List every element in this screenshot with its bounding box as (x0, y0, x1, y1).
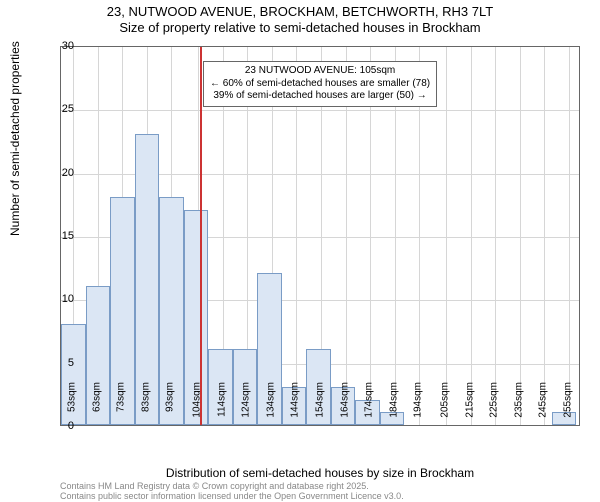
x-tick-label: 245sqm (538, 382, 549, 418)
x-tick-label: 205sqm (440, 382, 451, 418)
gridline-h (61, 110, 579, 111)
y-tick-label: 10 (44, 293, 74, 305)
x-tick-label: 124sqm (241, 382, 252, 418)
callout-line: ← 60% of semi-detached houses are smalle… (210, 78, 430, 91)
y-tick-label: 5 (44, 357, 74, 369)
x-tick-label: 63sqm (91, 382, 102, 412)
x-axis-title: Distribution of semi-detached houses by … (60, 466, 580, 480)
x-tick-label: 144sqm (290, 382, 301, 418)
y-tick-label: 25 (44, 103, 74, 115)
chart-title-block: 23, NUTWOOD AVENUE, BROCKHAM, BETCHWORTH… (0, 0, 600, 37)
x-tick-label: 184sqm (388, 382, 399, 418)
x-tick-label: 73sqm (116, 382, 127, 412)
x-tick-label: 194sqm (413, 382, 424, 418)
gridline-v (446, 47, 447, 425)
y-tick-label: 30 (44, 40, 74, 52)
title-line1: 23, NUTWOOD AVENUE, BROCKHAM, BETCHWORTH… (0, 4, 600, 20)
x-tick-label: 174sqm (364, 382, 375, 418)
y-tick-label: 15 (44, 230, 74, 242)
gridline-v (544, 47, 545, 425)
marker-callout: 23 NUTWOOD AVENUE: 105sqm← 60% of semi-d… (203, 61, 437, 107)
x-tick-label: 53sqm (67, 382, 78, 412)
x-tick-label: 235sqm (513, 382, 524, 418)
callout-line: 23 NUTWOOD AVENUE: 105sqm (210, 65, 430, 78)
footer-attribution: Contains HM Land Registry data © Crown c… (60, 482, 404, 502)
gridline-v (471, 47, 472, 425)
footer-line2: Contains public sector information licen… (60, 492, 404, 502)
x-tick-label: 134sqm (265, 382, 276, 418)
callout-line: 39% of semi-detached houses are larger (… (210, 90, 430, 103)
reference-marker-line (200, 47, 202, 425)
title-line2: Size of property relative to semi-detach… (0, 20, 600, 36)
x-tick-label: 93sqm (165, 382, 176, 412)
x-tick-label: 164sqm (339, 382, 350, 418)
plot-area: 23 NUTWOOD AVENUE: 105sqm← 60% of semi-d… (60, 46, 580, 426)
gridline-v (569, 47, 570, 425)
gridline-v (520, 47, 521, 425)
y-tick-label: 20 (44, 167, 74, 179)
gridline-v (495, 47, 496, 425)
x-tick-label: 83sqm (140, 382, 151, 412)
x-tick-label: 154sqm (315, 382, 326, 418)
y-axis-title: Number of semi-detached properties (8, 41, 22, 236)
x-tick-label: 255sqm (562, 382, 573, 418)
x-tick-label: 215sqm (464, 382, 475, 418)
histogram-chart: 23 NUTWOOD AVENUE: 105sqm← 60% of semi-d… (60, 46, 580, 426)
x-tick-label: 225sqm (489, 382, 500, 418)
y-tick-label: 0 (44, 420, 74, 432)
x-tick-label: 114sqm (216, 382, 227, 417)
